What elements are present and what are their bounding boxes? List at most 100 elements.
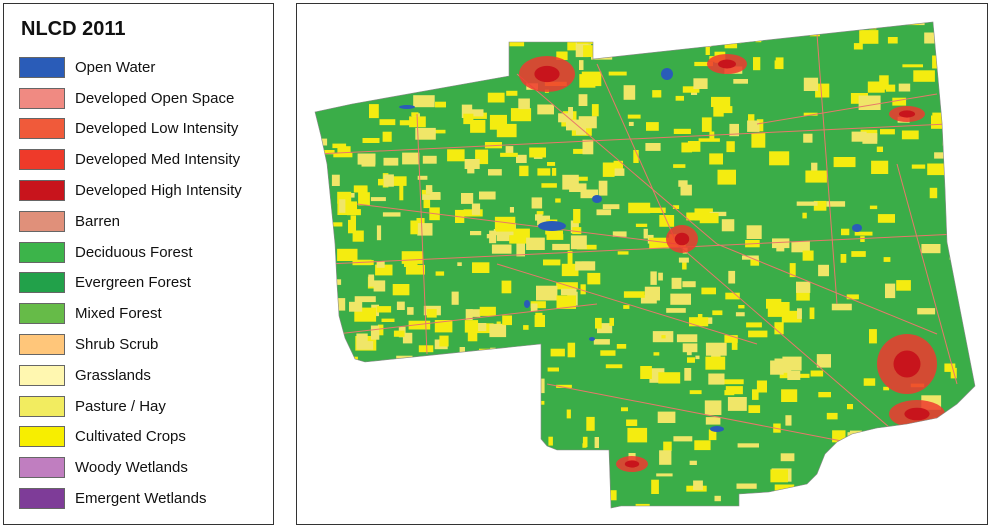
- road: [596, 63, 678, 245]
- crop-patch: [953, 207, 963, 215]
- crop-patch: [466, 36, 481, 49]
- crop-patch: [665, 22, 678, 28]
- crop-patch: [489, 39, 503, 55]
- crop-patch: [983, 60, 987, 72]
- crop-patch: [781, 389, 798, 402]
- legend-item: Grasslands: [19, 360, 242, 391]
- crop-patch: [315, 258, 323, 272]
- crop-patch: [602, 204, 620, 210]
- crop-patch: [327, 317, 337, 324]
- crop-patch: [901, 130, 919, 140]
- road: [896, 163, 958, 385]
- crop-patch: [392, 284, 410, 296]
- urban-core: [674, 232, 690, 246]
- crop-patch: [721, 219, 735, 232]
- crop-patch: [315, 159, 323, 172]
- crop-patch: [336, 379, 346, 388]
- crop-patch: [869, 329, 877, 344]
- crop-patch: [382, 212, 401, 217]
- crop-patch: [951, 500, 957, 507]
- crop-patch: [629, 30, 647, 37]
- crop-patch: [424, 514, 438, 524]
- crop-patch: [393, 330, 405, 337]
- crop-patch: [701, 287, 716, 295]
- crop-patch: [353, 411, 367, 416]
- legend-label: Open Water: [75, 58, 156, 76]
- crop-patch: [628, 121, 634, 126]
- crop-patch: [330, 470, 345, 481]
- crop-patch: [489, 323, 507, 338]
- crop-patch: [738, 305, 745, 309]
- crop-patch: [748, 330, 768, 338]
- crop-patch: [687, 6, 707, 14]
- crop-patch: [675, 95, 684, 101]
- legend-item: Mixed Forest: [19, 298, 242, 329]
- crop-patch: [315, 295, 321, 305]
- crop-patch: [433, 129, 446, 134]
- crop-patch: [470, 231, 482, 236]
- crop-patch: [537, 168, 551, 176]
- crop-patch: [566, 409, 571, 419]
- crop-patch: [924, 32, 935, 44]
- crop-patch: [315, 72, 318, 83]
- legend-item: Evergreen Forest: [19, 268, 242, 299]
- crop-patch: [356, 341, 374, 350]
- crop-patch: [493, 229, 514, 236]
- crop-patch: [299, 149, 313, 156]
- crop-patch: [435, 101, 446, 108]
- crop-patch: [671, 277, 682, 289]
- crop-patch: [954, 453, 963, 459]
- crop-patch: [417, 8, 432, 13]
- crop-patch: [581, 71, 602, 87]
- legend-title: NLCD 2011: [21, 18, 126, 40]
- legend-item: Developed Low Intensity: [19, 114, 242, 145]
- crop-patch: [580, 516, 585, 524]
- crop-patch: [484, 462, 495, 474]
- crop-patch: [863, 378, 876, 386]
- crop-patch: [944, 363, 956, 372]
- crop-patch: [682, 343, 698, 353]
- crop-patch: [711, 96, 731, 107]
- crop-patch: [661, 22, 676, 26]
- crop-patch: [723, 379, 744, 385]
- legend-swatch: [19, 457, 65, 479]
- crop-patch: [487, 92, 505, 103]
- crop-patch: [605, 364, 623, 369]
- crop-patch: [491, 244, 512, 254]
- crop-patch: [531, 197, 543, 209]
- crop-patch: [319, 235, 328, 242]
- crop-patch: [445, 24, 462, 35]
- legend-swatch: [19, 56, 65, 78]
- water-body: [661, 68, 673, 80]
- crop-patch: [356, 60, 373, 72]
- crop-patch: [613, 160, 623, 174]
- legend-list: Open Water Developed Open Space Developed …: [19, 52, 242, 514]
- crop-patch: [405, 81, 413, 92]
- crop-patch: [687, 141, 701, 152]
- crop-patch: [585, 22, 599, 26]
- urban-core: [893, 350, 921, 378]
- crop-patch: [439, 335, 449, 347]
- crop-patch: [368, 274, 375, 287]
- water-body: [592, 195, 602, 203]
- crop-patch: [932, 55, 944, 69]
- crop-patch: [931, 115, 943, 129]
- crop-patch: [455, 397, 460, 412]
- crop-patch: [382, 131, 392, 142]
- crop-patch: [470, 120, 486, 133]
- crop-patch: [467, 327, 478, 342]
- crop-patch: [303, 224, 312, 230]
- crop-patch: [323, 150, 335, 155]
- crop-patch: [869, 205, 878, 210]
- crop-patch: [431, 491, 438, 503]
- crop-patch: [682, 281, 696, 288]
- crop-patch: [561, 263, 579, 277]
- crop-patch: [321, 222, 343, 227]
- land-cover-map: [296, 3, 988, 525]
- crop-patch: [372, 51, 380, 66]
- crop-patch: [301, 391, 315, 404]
- crop-patch: [598, 180, 608, 196]
- crop-patch: [537, 215, 550, 226]
- crop-patch: [725, 386, 743, 395]
- crop-patch: [764, 13, 774, 21]
